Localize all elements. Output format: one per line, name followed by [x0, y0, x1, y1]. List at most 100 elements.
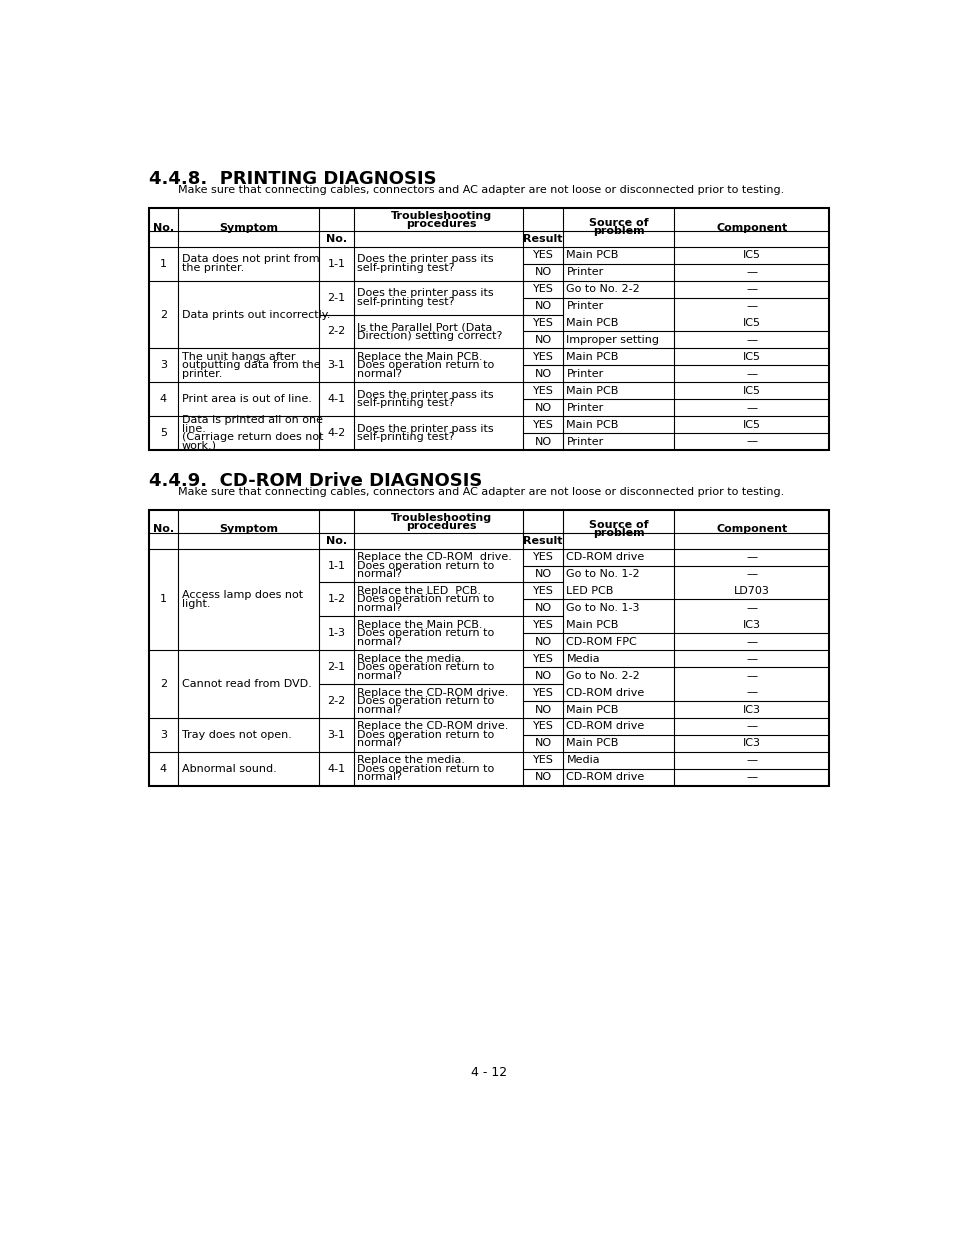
Text: IC3: IC3 [741, 620, 760, 630]
Text: (Carriage return does not: (Carriage return does not [182, 432, 323, 442]
Text: 4-2: 4-2 [327, 429, 345, 438]
Text: Go to No. 1-2: Go to No. 1-2 [566, 569, 639, 579]
Text: Improper setting: Improper setting [566, 335, 659, 345]
Text: 3-1: 3-1 [327, 730, 345, 740]
Text: 1: 1 [160, 258, 167, 269]
Text: Replace the media.: Replace the media. [356, 653, 465, 663]
Text: Main PCB: Main PCB [566, 620, 618, 630]
Text: 4: 4 [160, 394, 167, 404]
Text: Does the printer pass its: Does the printer pass its [356, 288, 494, 299]
Text: NO: NO [534, 704, 551, 715]
Text: LED PCB: LED PCB [566, 585, 613, 597]
Text: 1-2: 1-2 [327, 594, 345, 604]
Text: CD-ROM drive: CD-ROM drive [566, 721, 644, 731]
Text: —: — [745, 403, 757, 412]
Text: YES: YES [532, 653, 553, 663]
Text: YES: YES [532, 284, 553, 294]
Text: Symptom: Symptom [219, 222, 278, 232]
Text: light.: light. [182, 599, 211, 609]
Text: —: — [745, 552, 757, 562]
Text: YES: YES [532, 585, 553, 597]
Text: 4-1: 4-1 [327, 394, 345, 404]
Text: normal?: normal? [356, 369, 402, 379]
Text: Printer: Printer [566, 369, 603, 379]
Text: IC5: IC5 [741, 385, 760, 395]
Text: Printer: Printer [566, 301, 603, 311]
Text: —: — [745, 569, 757, 579]
Text: YES: YES [532, 552, 553, 562]
Text: —: — [745, 688, 757, 698]
Text: —: — [745, 653, 757, 663]
Text: NO: NO [534, 603, 551, 613]
Text: NO: NO [534, 267, 551, 277]
Text: Data prints out incorrectly.: Data prints out incorrectly. [182, 310, 330, 320]
Text: CD-ROM FPC: CD-ROM FPC [566, 637, 637, 647]
Text: self-printing test?: self-printing test? [356, 399, 455, 409]
Text: Component: Component [716, 525, 786, 535]
Text: NO: NO [534, 403, 551, 412]
Text: Data is printed all on one: Data is printed all on one [182, 415, 323, 425]
Text: Does operation return to: Does operation return to [356, 662, 494, 672]
Text: Go to No. 2-2: Go to No. 2-2 [566, 671, 639, 680]
Text: normal?: normal? [356, 772, 402, 782]
Text: 1-1: 1-1 [327, 561, 345, 571]
Text: work.): work.) [182, 441, 216, 451]
Text: —: — [745, 284, 757, 294]
Text: —: — [745, 603, 757, 613]
Text: Does operation return to: Does operation return to [356, 594, 494, 604]
Text: CD-ROM drive: CD-ROM drive [566, 772, 644, 782]
Text: 4.4.9.  CD-ROM Drive DIAGNOSIS: 4.4.9. CD-ROM Drive DIAGNOSIS [149, 472, 481, 489]
Text: No.: No. [152, 222, 173, 232]
Text: Result: Result [523, 536, 562, 546]
Text: —: — [745, 436, 757, 447]
Text: Replace the CD-ROM  drive.: Replace the CD-ROM drive. [356, 552, 512, 562]
Text: YES: YES [532, 352, 553, 362]
Text: YES: YES [532, 688, 553, 698]
Text: IC5: IC5 [741, 420, 760, 430]
Text: Make sure that connecting cables, connectors and AC adapter are not loose or dis: Make sure that connecting cables, connec… [178, 185, 783, 195]
Text: normal?: normal? [356, 603, 402, 613]
Text: IC5: IC5 [741, 251, 760, 261]
Text: 1-1: 1-1 [327, 258, 345, 269]
Text: normal?: normal? [356, 704, 402, 715]
Text: printer.: printer. [182, 369, 222, 379]
Text: Does the printer pass its: Does the printer pass its [356, 390, 494, 400]
Text: YES: YES [532, 385, 553, 395]
Text: Printer: Printer [566, 267, 603, 277]
Text: 2: 2 [160, 679, 167, 689]
Text: YES: YES [532, 756, 553, 766]
Text: 4 - 12: 4 - 12 [471, 1066, 506, 1078]
Text: 2: 2 [160, 310, 167, 320]
Text: YES: YES [532, 251, 553, 261]
Text: Main PCB: Main PCB [566, 352, 618, 362]
Text: Printer: Printer [566, 403, 603, 412]
Text: Main PCB: Main PCB [566, 739, 618, 748]
Text: Replace the Main PCB.: Replace the Main PCB. [356, 352, 482, 362]
Text: —: — [745, 267, 757, 277]
Text: 3-1: 3-1 [327, 361, 345, 370]
Text: 4-1: 4-1 [327, 763, 345, 774]
Text: procedures: procedures [406, 521, 476, 531]
Text: LD703: LD703 [733, 585, 769, 597]
Text: Tray does not open.: Tray does not open. [182, 730, 292, 740]
Text: Does operation return to: Does operation return to [356, 629, 494, 638]
Text: Does operation return to: Does operation return to [356, 730, 494, 740]
Text: Media: Media [566, 756, 599, 766]
Text: Source of: Source of [588, 520, 648, 530]
Text: 4.4.8.  PRINTING DIAGNOSIS: 4.4.8. PRINTING DIAGNOSIS [149, 169, 436, 188]
Text: Cannot read from DVD.: Cannot read from DVD. [182, 679, 312, 689]
Text: 3: 3 [160, 361, 167, 370]
Text: normal?: normal? [356, 569, 402, 579]
Text: Main PCB: Main PCB [566, 317, 618, 329]
Text: NO: NO [534, 436, 551, 447]
Text: Does operation return to: Does operation return to [356, 561, 494, 571]
Text: YES: YES [532, 721, 553, 731]
Text: self-printing test?: self-printing test? [356, 296, 455, 306]
Text: —: — [745, 637, 757, 647]
Text: Access lamp does not: Access lamp does not [182, 590, 303, 600]
Text: NO: NO [534, 772, 551, 782]
Text: YES: YES [532, 620, 553, 630]
Text: Main PCB: Main PCB [566, 251, 618, 261]
Text: NO: NO [534, 637, 551, 647]
Text: No.: No. [326, 235, 347, 245]
